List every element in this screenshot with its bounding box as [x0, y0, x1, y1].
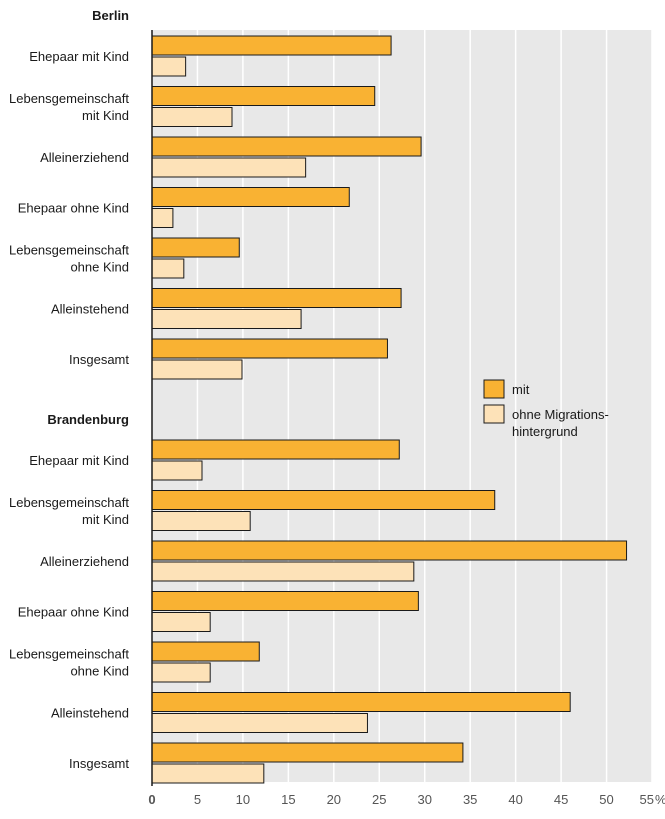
bar-ohne — [151, 309, 302, 329]
bar-ohne — [151, 662, 211, 683]
bar-ohne — [151, 258, 185, 279]
x-tick-label: 0 — [148, 792, 155, 807]
category-label: Alleinerziehend — [40, 554, 129, 569]
bar-mit — [151, 742, 464, 763]
category-label: Alleinstehend — [51, 706, 129, 721]
legend-label: hintergrund — [512, 424, 578, 439]
category-label: ohne Kind — [70, 260, 129, 275]
bar-mit — [151, 136, 422, 157]
bar-ohne — [151, 157, 307, 178]
x-tick-label: 45 — [554, 792, 568, 807]
category-label: Lebensgemeinschaft — [9, 243, 129, 258]
category-label: Ehepaar mit Kind — [29, 453, 129, 468]
bar-ohne — [151, 612, 211, 632]
x-axis-unit-label: % — [655, 792, 665, 807]
bar-ohne — [151, 107, 233, 127]
bar-mit — [151, 237, 240, 258]
category-label: Lebensgemeinschaft — [9, 647, 129, 662]
x-tick-label: 10 — [236, 792, 250, 807]
category-label: ohne Kind — [70, 664, 129, 679]
x-tick-label: 40 — [508, 792, 522, 807]
bar-ohne — [151, 56, 187, 77]
legend-swatch-ohne — [483, 404, 505, 424]
bar-mit — [151, 641, 260, 662]
x-tick-label: 30 — [417, 792, 431, 807]
bar-ohne — [151, 763, 265, 784]
category-label: Ehepaar ohne Kind — [18, 605, 129, 620]
category-label: Lebensgemeinschaft — [9, 91, 129, 106]
bar-mit — [151, 692, 571, 712]
bar-ohne — [151, 713, 368, 733]
bar-ohne — [151, 460, 203, 481]
category-label: Alleinstehend — [51, 302, 129, 317]
bar-ohne — [151, 359, 243, 380]
legend-swatch-mit — [483, 379, 505, 399]
bar-mit — [151, 439, 400, 460]
bar-mit — [151, 35, 392, 56]
category-label: Insgesamt — [69, 352, 129, 367]
x-tick-label: 5 — [194, 792, 201, 807]
group-header-label: Berlin — [92, 8, 129, 23]
category-label: Lebensgemeinschaft — [9, 495, 129, 510]
x-tick-label: 25 — [372, 792, 386, 807]
bar-ohne — [151, 511, 251, 531]
bar-ohne — [151, 561, 415, 582]
bar-ohne — [151, 208, 174, 228]
legend-label: mit — [512, 382, 530, 397]
category-label: Ehepaar ohne Kind — [18, 201, 129, 216]
legend-label: ohne Migrations- — [512, 407, 609, 422]
category-label: mit Kind — [82, 108, 129, 123]
bar-mit — [151, 540, 628, 561]
bar-mit — [151, 187, 350, 207]
bar-mit — [151, 591, 419, 611]
category-label: Alleinerziehend — [40, 150, 129, 165]
group-header-label: Brandenburg — [47, 412, 129, 427]
x-tick-label: 15 — [281, 792, 295, 807]
x-tick-label: 50 — [599, 792, 613, 807]
x-tick-label: 55 — [640, 792, 654, 807]
x-tick-label: 35 — [463, 792, 477, 807]
bar-mit — [151, 86, 376, 106]
category-label: mit Kind — [82, 512, 129, 527]
bar-mit — [151, 288, 402, 308]
bar-mit — [151, 490, 496, 510]
x-tick-label: 20 — [327, 792, 341, 807]
category-label: Ehepaar mit Kind — [29, 49, 129, 64]
bar-mit — [151, 338, 388, 359]
category-label: Insgesamt — [69, 756, 129, 771]
